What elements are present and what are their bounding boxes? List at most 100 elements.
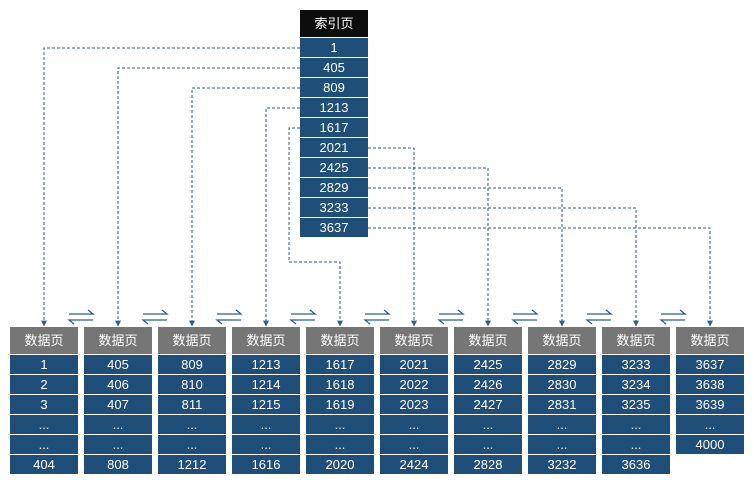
page-link-arrows	[215, 309, 243, 325]
data-row: 3233	[602, 355, 670, 374]
data-row: 1616	[232, 455, 300, 474]
data-page-title: 数据页	[158, 327, 226, 354]
data-row: 2830	[528, 375, 596, 394]
data-row: ...	[306, 435, 374, 454]
data-row: 3638	[676, 375, 744, 394]
data-page: 数据页 1 2 3...... 404	[10, 327, 78, 474]
index-page: 索引页 1 405 809 1213 1617 2021 2425 2829 3…	[300, 10, 368, 237]
data-row: 4000	[676, 435, 744, 454]
data-row: ...	[10, 435, 78, 454]
data-row: ...	[454, 435, 522, 454]
data-page: 数据页 1213 1214 1215...... 1616	[232, 327, 300, 474]
data-row: ...	[676, 415, 744, 434]
data-row: 1212	[158, 455, 226, 474]
data-row: 811	[158, 395, 226, 414]
page-link-arrows	[511, 309, 539, 325]
data-page-title: 数据页	[306, 327, 374, 354]
page-link-arrows	[437, 309, 465, 325]
data-row: 2426	[454, 375, 522, 394]
index-pointer-line	[368, 167, 491, 327]
data-row: 3	[10, 395, 78, 414]
data-row: ...	[232, 435, 300, 454]
data-page-title: 数据页	[528, 327, 596, 354]
data-row: 1214	[232, 375, 300, 394]
index-entry: 2829	[300, 178, 368, 197]
data-page: 数据页 1617 1618 1619...... 2020	[306, 327, 374, 474]
data-row: 3235	[602, 395, 670, 414]
page-link-arrows	[67, 309, 95, 325]
index-entry: 1	[300, 38, 368, 57]
index-pointer-line	[368, 187, 565, 327]
data-page-title: 数据页	[10, 327, 78, 354]
data-row: 1617	[306, 355, 374, 374]
index-page-title: 索引页	[300, 10, 368, 37]
data-page: 数据页 2021 2022 2023...... 2424	[380, 327, 448, 474]
data-row: 405	[84, 355, 152, 374]
data-page: 数据页 2829 2830 2831...... 3232	[528, 327, 596, 474]
data-row: 2427	[454, 395, 522, 414]
page-link-arrows	[141, 309, 169, 325]
data-row: ...	[158, 415, 226, 434]
data-page-title: 数据页	[232, 327, 300, 354]
index-entry: 2021	[300, 138, 368, 157]
data-page: 数据页 3637 3638 3639... 4000	[676, 327, 744, 454]
data-row: 809	[158, 355, 226, 374]
data-page: 数据页 3233 3234 3235...... 3636	[602, 327, 670, 474]
index-entry: 809	[300, 78, 368, 97]
index-pointer-line	[263, 107, 300, 327]
data-row: 1619	[306, 395, 374, 414]
data-row: 404	[10, 455, 78, 474]
page-link-arrows	[289, 309, 317, 325]
index-pointer-line	[368, 147, 417, 327]
data-page-title: 数据页	[454, 327, 522, 354]
data-row: ...	[380, 415, 448, 434]
data-row: 1618	[306, 375, 374, 394]
data-row: 2021	[380, 355, 448, 374]
page-link-arrows	[585, 309, 613, 325]
data-page: 数据页 2425 2426 2427...... 2828	[454, 327, 522, 474]
index-entry: 405	[300, 58, 368, 77]
page-link-arrows	[363, 309, 391, 325]
data-row: 2425	[454, 355, 522, 374]
data-row: 3232	[528, 455, 596, 474]
data-row: ...	[10, 415, 78, 434]
data-row: ...	[380, 435, 448, 454]
data-row: 406	[84, 375, 152, 394]
data-row: 2022	[380, 375, 448, 394]
data-row: ...	[528, 415, 596, 434]
index-entry: 1617	[300, 118, 368, 137]
data-row: ...	[454, 415, 522, 434]
data-row: 3639	[676, 395, 744, 414]
data-row: 2829	[528, 355, 596, 374]
index-entry: 2425	[300, 158, 368, 177]
data-row: ...	[158, 435, 226, 454]
index-pointer-line	[189, 87, 300, 327]
data-row: 1	[10, 355, 78, 374]
data-page-title: 数据页	[602, 327, 670, 354]
index-pointer-line	[368, 227, 713, 327]
index-entry: 3637	[300, 218, 368, 237]
data-row: 2023	[380, 395, 448, 414]
index-entry: 1213	[300, 98, 368, 117]
data-row: 810	[158, 375, 226, 394]
page-link-arrows	[659, 309, 687, 325]
data-row: ...	[602, 415, 670, 434]
data-row: 2831	[528, 395, 596, 414]
data-row: ...	[528, 435, 596, 454]
data-row: ...	[602, 435, 670, 454]
data-row: 2424	[380, 455, 448, 474]
data-row: 808	[84, 455, 152, 474]
index-pointer-line	[41, 47, 300, 327]
data-row: 2828	[454, 455, 522, 474]
index-pointer-line	[115, 67, 300, 327]
data-row: 3234	[602, 375, 670, 394]
data-page-title: 数据页	[380, 327, 448, 354]
data-row: 1215	[232, 395, 300, 414]
data-row: 1213	[232, 355, 300, 374]
data-page-title: 数据页	[84, 327, 152, 354]
data-row: ...	[84, 415, 152, 434]
data-row: 3636	[602, 455, 670, 474]
data-row: ...	[306, 415, 374, 434]
index-pointer-line	[368, 207, 639, 327]
